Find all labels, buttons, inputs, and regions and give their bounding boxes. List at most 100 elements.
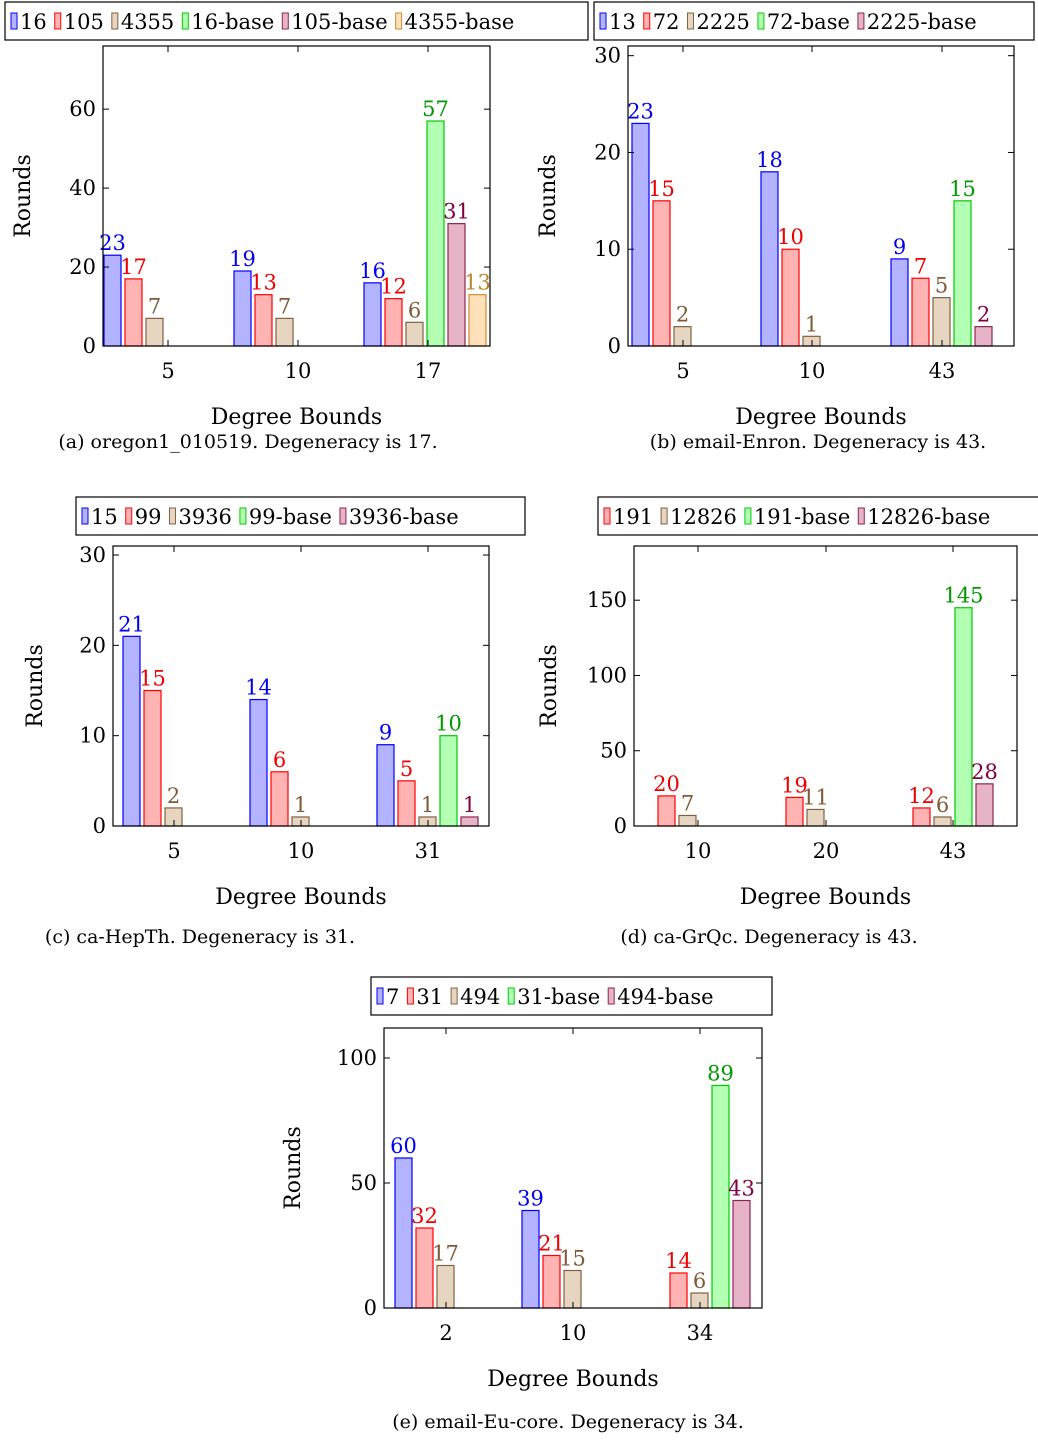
bar	[415, 1227, 434, 1309]
x-tick-label: 43	[929, 359, 956, 383]
legend-entry: 12826	[670, 505, 737, 529]
bar	[806, 808, 825, 827]
bar	[954, 607, 973, 827]
bar	[124, 278, 143, 347]
y-tick-label: 150	[587, 588, 627, 612]
data-label: 17	[432, 1242, 459, 1266]
bar	[439, 735, 458, 827]
legend-entry: 2225	[696, 10, 749, 34]
y-tick-label: 100	[337, 1046, 377, 1070]
data-label: 89	[707, 1062, 734, 1086]
data-label: 13	[250, 271, 277, 295]
y-tick-label: 0	[93, 814, 106, 838]
legend-swatch	[125, 507, 133, 525]
data-label: 13	[464, 271, 491, 295]
y-tick-label: 20	[594, 140, 621, 164]
bar	[760, 171, 779, 347]
y-tick-label: 20	[69, 255, 96, 279]
figure-caption: (d) ca-GrQc. Degeneracy is 43.	[620, 926, 917, 948]
x-tick-label: 34	[687, 1321, 714, 1345]
bar	[542, 1254, 561, 1309]
data-label: 6	[408, 298, 421, 322]
bar	[932, 297, 951, 347]
y-axis-label: Rounds	[281, 1126, 306, 1210]
data-label: 57	[422, 97, 449, 121]
legend-entry: 99	[135, 505, 162, 529]
legend-swatch	[744, 507, 752, 525]
x-tick-label: 2	[439, 1321, 452, 1345]
data-label: 2	[977, 303, 990, 327]
x-tick-label: 5	[676, 359, 689, 383]
x-axis-label: Degree Bounds	[215, 885, 386, 910]
y-tick-label: 10	[594, 237, 621, 261]
data-label: 21	[118, 612, 145, 636]
legend-entry: 31	[416, 985, 443, 1009]
y-tick-label: 10	[79, 724, 106, 748]
bar	[363, 282, 382, 347]
legend: 13 72 2225 72-base 2225-base	[593, 1, 1035, 41]
legend-entry: 3936-base	[349, 505, 459, 529]
legend-swatch	[643, 12, 651, 30]
x-axis-label: Degree Bounds	[735, 405, 906, 430]
legend-entry: 16	[20, 10, 47, 34]
bar	[103, 254, 122, 347]
bar	[975, 783, 994, 827]
x-tick-label: 17	[415, 359, 442, 383]
chart-panel: 60 39 32 21 14 17 15 6 89 43 0 50 100 2 10 34 Degree Bou…	[281, 976, 773, 1433]
legend-swatch	[406, 987, 414, 1005]
legend-entry: 72	[653, 10, 680, 34]
bar	[953, 200, 972, 347]
legend-swatch	[395, 12, 403, 30]
legend-entry: 72-base	[767, 10, 850, 34]
legend-swatch	[376, 987, 384, 1005]
bar	[275, 317, 294, 347]
legend-swatch	[507, 987, 515, 1005]
x-tick-label: 43	[940, 839, 967, 863]
data-label: 15	[139, 667, 166, 691]
legend-entry: 15	[91, 505, 118, 529]
legend-swatch	[607, 987, 615, 1005]
data-label: 11	[802, 785, 829, 809]
data-label: 6	[273, 748, 286, 772]
data-label: 15	[559, 1247, 586, 1271]
bar	[911, 277, 930, 347]
data-label: 7	[681, 791, 694, 815]
data-label: 145	[943, 584, 983, 608]
bar	[912, 807, 931, 827]
legend-swatch	[603, 507, 611, 525]
bar	[657, 795, 676, 827]
bar	[447, 223, 466, 347]
legend-entry: 191	[613, 505, 653, 529]
legend-swatch	[857, 507, 865, 525]
figure-caption: (b) email-Enron. Degeneracy is 43.	[650, 431, 986, 453]
legend-entry: 105	[64, 10, 104, 34]
legend-box	[75, 496, 526, 536]
bar	[652, 200, 671, 347]
y-axis-label: Rounds	[536, 154, 561, 238]
data-label: 1	[805, 312, 818, 336]
legend-swatch	[181, 12, 189, 30]
legend-swatch	[686, 12, 694, 30]
legend-swatch	[450, 987, 458, 1005]
x-axis-label: Degree Bounds	[487, 1367, 658, 1392]
data-label: 9	[379, 721, 392, 745]
data-label: 6	[693, 1269, 706, 1293]
data-label: 6	[936, 793, 949, 817]
bar	[669, 1272, 688, 1309]
y-tick-label: 30	[594, 44, 621, 68]
legend-box	[370, 976, 773, 1016]
legend-box	[4, 1, 589, 41]
data-label: 31	[443, 200, 470, 224]
legend-swatch	[660, 507, 668, 525]
data-label: 19	[229, 247, 256, 271]
data-label: 1	[421, 793, 434, 817]
legend-swatch	[111, 12, 119, 30]
bar	[711, 1084, 730, 1309]
bar	[781, 248, 800, 347]
x-tick-label: 10	[288, 839, 315, 863]
y-tick-label: 50	[350, 1171, 377, 1195]
y-tick-label: 0	[83, 334, 96, 358]
bar	[249, 698, 268, 827]
